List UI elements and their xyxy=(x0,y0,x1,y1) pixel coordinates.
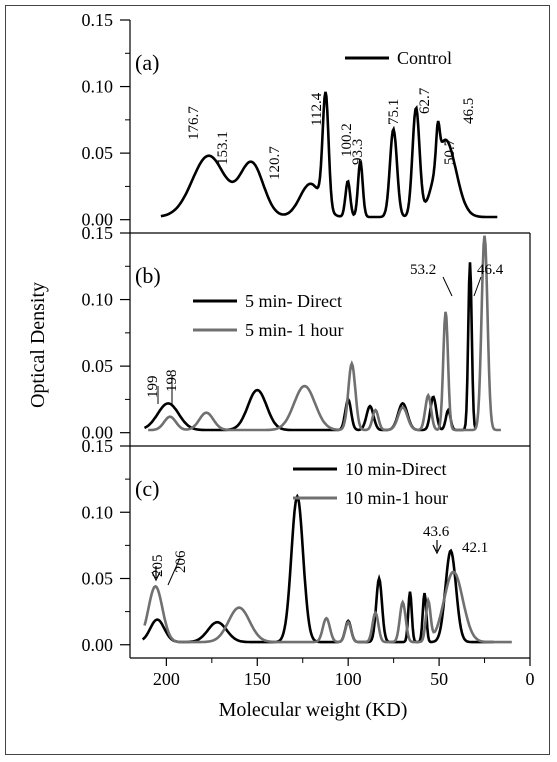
arrow xyxy=(151,566,161,582)
panel-label: (a) xyxy=(135,50,159,75)
x-tick-label: 100 xyxy=(335,669,362,689)
series-line xyxy=(160,91,498,219)
y-tick-label: 0.00 xyxy=(82,210,114,230)
y-tick-label: 0.05 xyxy=(82,143,114,163)
y-tick-label: 0.15 xyxy=(82,223,114,243)
figure-frame xyxy=(5,5,550,755)
y-tick-label: 0.15 xyxy=(82,10,114,30)
panel-label: (c) xyxy=(135,476,159,501)
y-tick-label: 0.05 xyxy=(82,569,114,589)
x-tick-label: 50 xyxy=(430,669,448,689)
x-tick-label: 0 xyxy=(526,669,535,689)
curve-group xyxy=(141,91,512,644)
peak-annotation: 62.7 xyxy=(417,87,433,114)
series-line xyxy=(148,235,501,432)
peak-annotation: 199 xyxy=(145,376,161,399)
peak-annotation: 112.4 xyxy=(309,92,325,126)
peak-annotation: 46.5 xyxy=(461,98,477,124)
peak-annotation: 42.1 xyxy=(462,540,488,556)
peak-annotation: 205 xyxy=(150,555,166,578)
tick-group: 200 150 100 50 00.000.050.100.150.000.050.10… xyxy=(82,10,535,689)
peak-annotation: 153.1 xyxy=(215,131,231,165)
panel-label: (b) xyxy=(135,263,161,288)
peak-annotation: 50.7 xyxy=(442,138,458,165)
peak-annotation: 120.7 xyxy=(267,146,283,180)
y-tick-label: 0.10 xyxy=(82,502,114,522)
peak-annotation: 206 xyxy=(173,550,189,573)
label-group: (a) (b) (c) Control 5 min- Direct 5 min- 1 ho… xyxy=(135,48,504,586)
peak-annotation: 93.3 xyxy=(350,139,366,165)
x-axis-label: Molecular weight (KD) xyxy=(219,699,408,721)
legend-10min-1hour: 10 min-1 hour xyxy=(345,488,448,508)
y-tick-label: 0.10 xyxy=(82,290,114,310)
legend-10min-direct: 10 min-Direct xyxy=(345,459,446,479)
peak-annotation: 100.2 xyxy=(339,123,355,157)
legend-5min-direct: 5 min- Direct xyxy=(245,291,342,311)
peak-annotation: 176.7 xyxy=(186,106,202,140)
y-tick-label: 0.00 xyxy=(82,423,114,443)
arrow xyxy=(432,540,442,555)
arrow xyxy=(167,557,181,586)
legend-5min-1hour: 5 min- 1 hour xyxy=(245,320,344,340)
arrow xyxy=(473,276,482,297)
series-line xyxy=(143,570,512,644)
series-line xyxy=(141,493,494,644)
y-tick-label: 0.00 xyxy=(82,635,114,655)
x-tick-label: 150 xyxy=(244,669,271,689)
peak-annotation: 43.6 xyxy=(423,524,450,540)
peak-annotation: 46.4 xyxy=(477,262,504,278)
y-tick-label: 0.05 xyxy=(82,356,114,376)
x-tick-label: 200 xyxy=(153,669,180,689)
peak-annotation: 53.2 xyxy=(410,262,436,278)
y-tick-label: 0.15 xyxy=(82,436,114,456)
peak-annotation: 75.1 xyxy=(386,99,402,125)
legend-control: Control xyxy=(397,48,452,68)
arrow xyxy=(442,276,453,297)
y-tick-label: 0.10 xyxy=(82,77,114,97)
y-axis-label: Optical Density xyxy=(27,282,49,408)
